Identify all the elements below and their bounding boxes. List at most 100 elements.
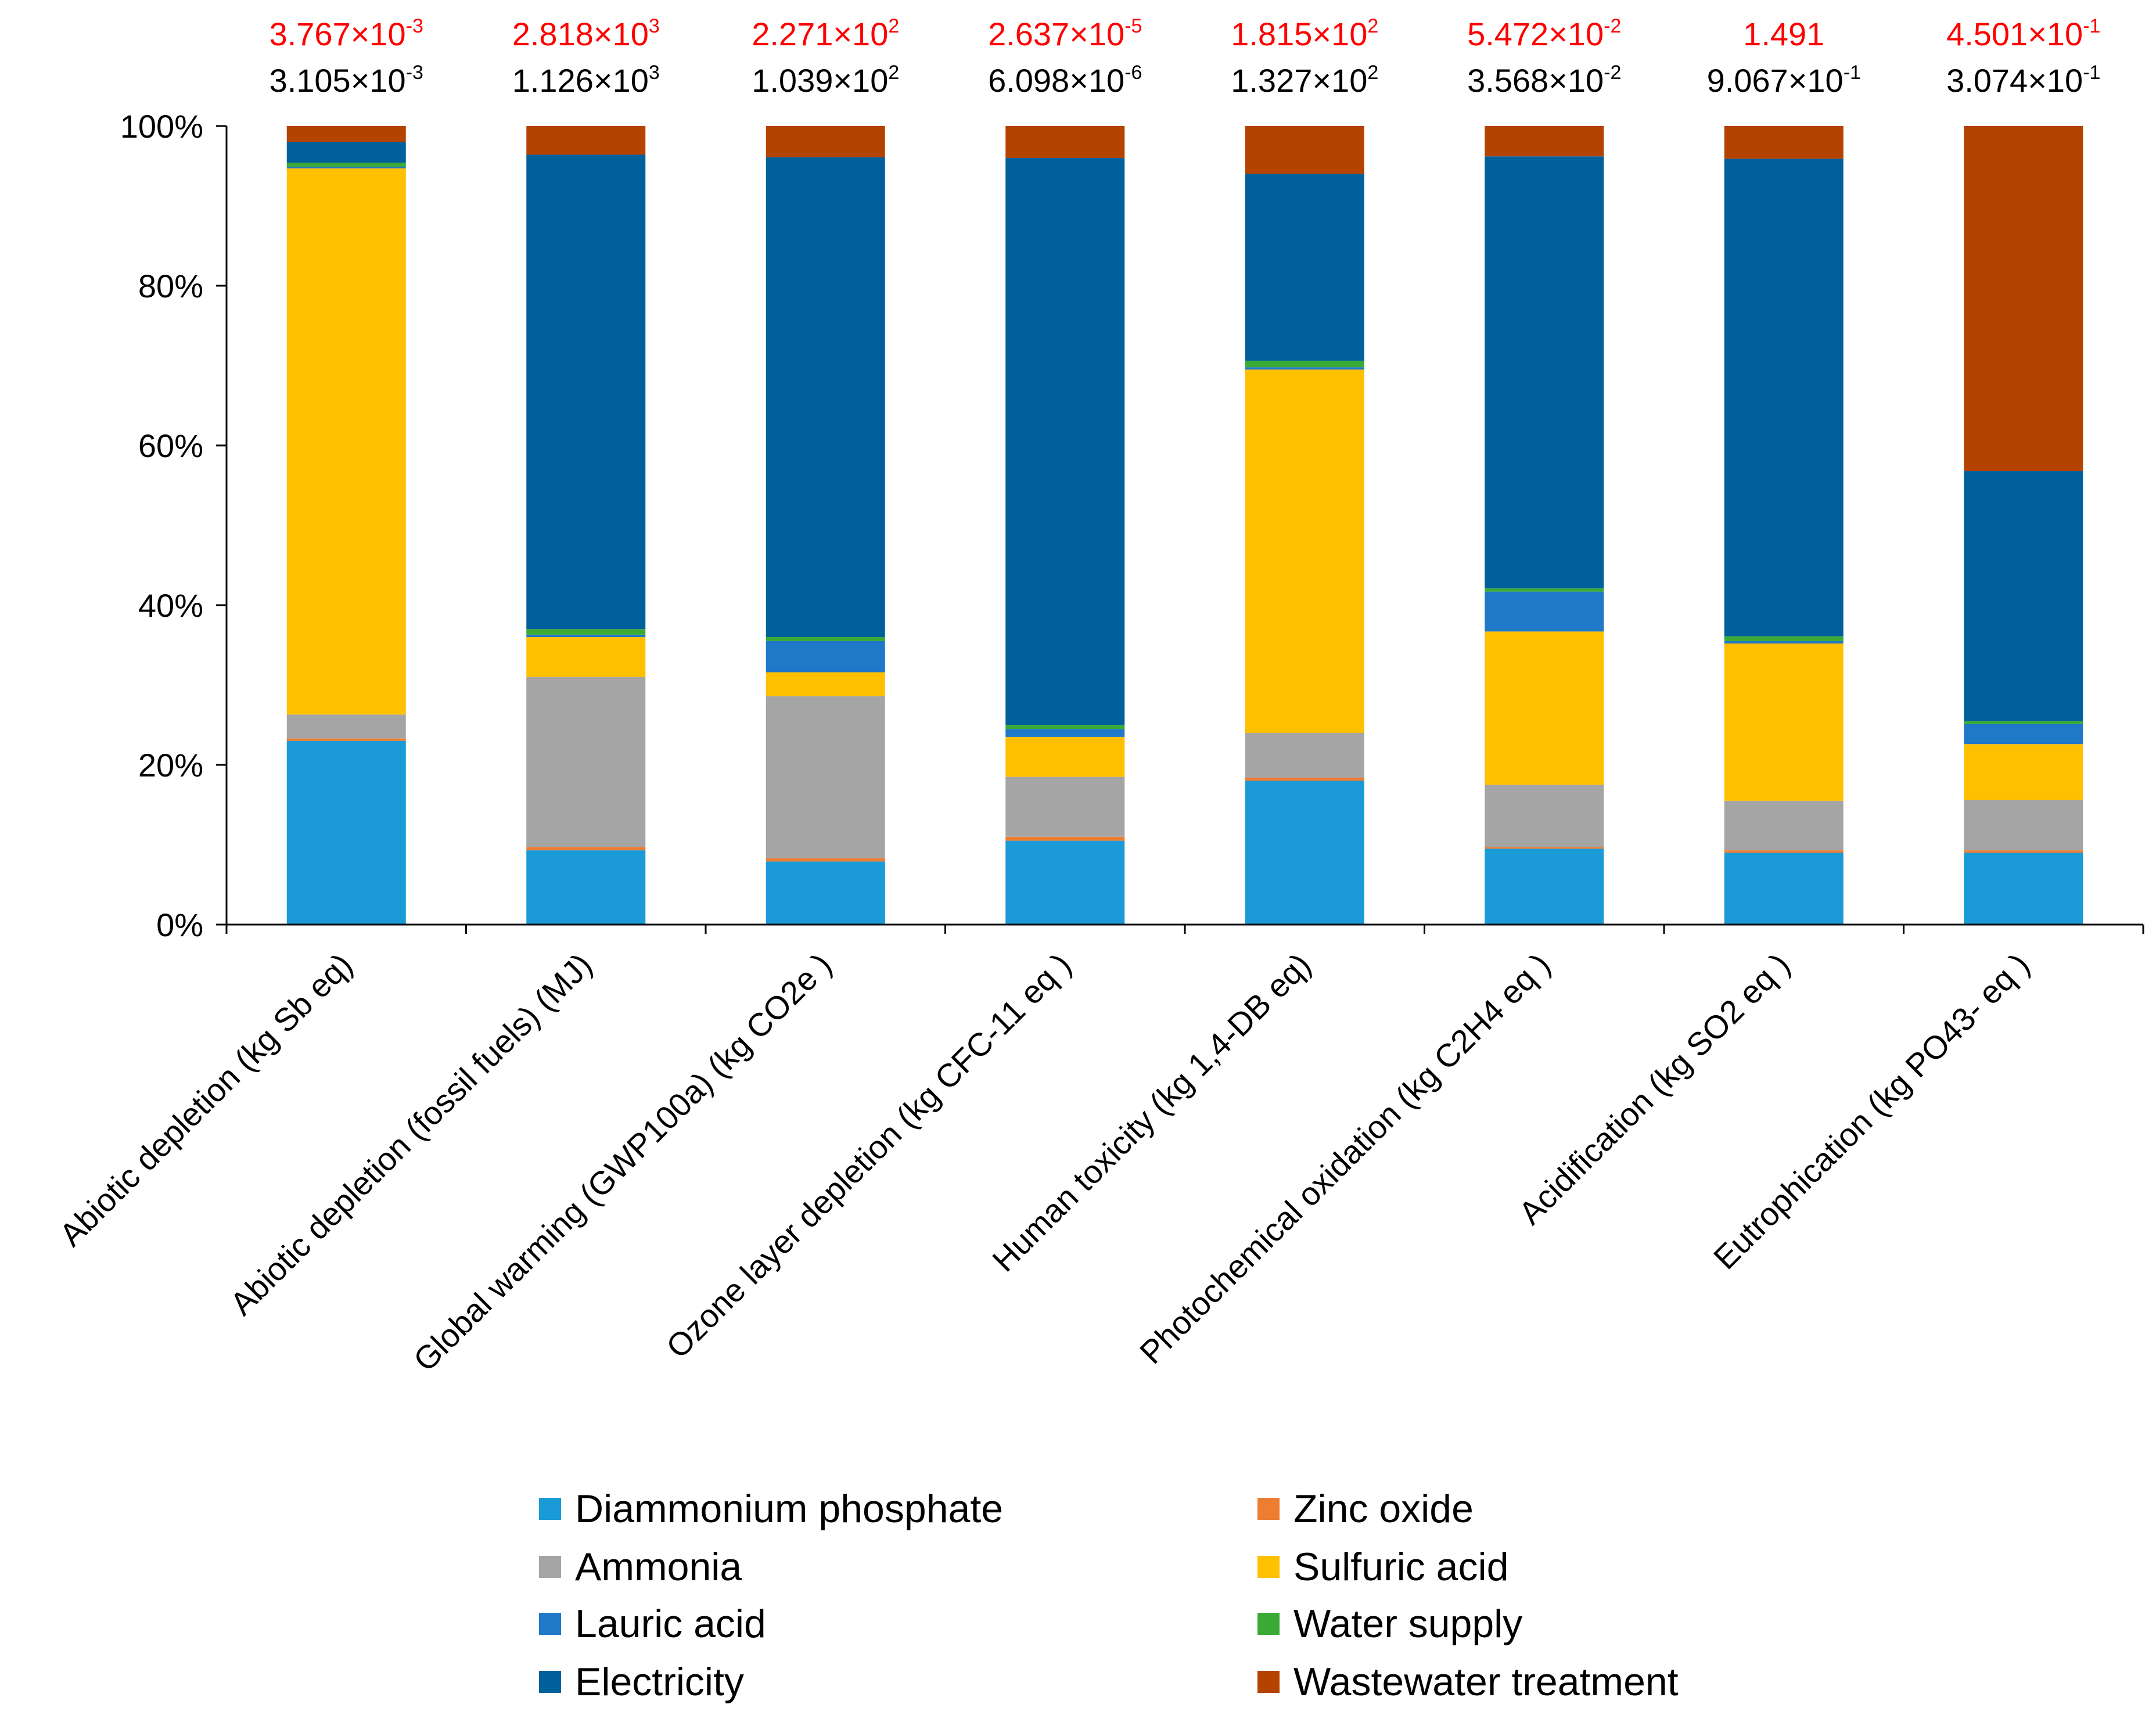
top-value-red: 2.818×103: [512, 15, 660, 52]
bar-segment-2-5: [766, 637, 885, 641]
category-label: Photochemical oxidation (kg C2H4 eq ): [1133, 946, 1557, 1371]
bars-layer: [286, 126, 2083, 925]
bar-segment-7-4: [1964, 724, 2083, 745]
category-label: Acidification (kg SO2 eq ): [1511, 946, 1796, 1231]
top-value-black: 3.074×10-1: [1946, 62, 2100, 99]
bar-segment-3-1: [1005, 836, 1125, 841]
bar-segment-4-0: [1245, 781, 1364, 925]
legend-swatch: [1257, 1556, 1280, 1578]
bar-segment-5-7: [1485, 126, 1604, 157]
top-value-black: 3.568×10-2: [1467, 62, 1621, 99]
top-value-red: 5.472×10-2: [1467, 15, 1621, 52]
bar-segment-1-1: [526, 847, 646, 851]
bar-segment-5-2: [1485, 785, 1604, 847]
bar-segment-0-5: [286, 163, 406, 167]
legend-label: Wastewater treatment: [1293, 1660, 1679, 1704]
bar-segment-4-2: [1245, 733, 1364, 778]
bar-segment-0-7: [286, 126, 406, 142]
bar-segment-0-1: [286, 738, 406, 741]
bar-segment-6-7: [1724, 126, 1844, 159]
top-value-red: 4.501×10-1: [1946, 15, 2100, 52]
bar-segment-0-0: [286, 740, 406, 925]
legend-label: Zinc oxide: [1293, 1487, 1474, 1531]
bar-segment-4-6: [1245, 174, 1364, 361]
top-value-black: 1.039×102: [752, 62, 899, 99]
legend-swatch: [1257, 1498, 1280, 1520]
bar-segment-7-2: [1964, 800, 2083, 851]
y-tick-label: 0%: [156, 907, 203, 943]
bar-segment-6-0: [1724, 853, 1844, 925]
bar-segment-0-3: [286, 168, 406, 715]
y-tick-label: 20%: [138, 747, 203, 783]
bar-segment-6-1: [1724, 850, 1844, 853]
legend-label: Lauric acid: [575, 1602, 766, 1646]
category-label: Global warming (GWP100a) (kg CO2e ): [406, 946, 838, 1378]
bar-segment-6-6: [1724, 159, 1844, 637]
top-value-red: 3.767×10-3: [270, 15, 423, 52]
legend: Diammonium phosphate Zinc oxide Ammonia Sul…: [539, 1487, 1679, 1704]
bar-segment-7-0: [1964, 853, 2083, 925]
legend-label: Sulfuric acid: [1293, 1545, 1508, 1589]
bar-segment-4-7: [1245, 126, 1364, 174]
bar-segment-1-2: [526, 677, 646, 847]
bar-segment-2-2: [766, 696, 885, 858]
legend-swatch: [1257, 1613, 1280, 1635]
bar-segment-1-0: [526, 850, 646, 925]
bar-segment-4-3: [1245, 369, 1364, 733]
bar-segment-5-1: [1485, 847, 1604, 849]
bar-segment-4-1: [1245, 778, 1364, 781]
bar-segment-5-5: [1485, 588, 1604, 592]
legend-swatch: [539, 1498, 561, 1520]
bar-segment-6-5: [1724, 636, 1844, 641]
bar-segment-3-7: [1005, 126, 1125, 158]
bar-segment-1-6: [526, 154, 646, 630]
legend-swatch: [539, 1556, 561, 1578]
bar-segment-6-4: [1724, 641, 1844, 643]
bar-segment-2-0: [766, 861, 885, 925]
bar-segment-2-1: [766, 858, 885, 862]
bar-segment-7-1: [1964, 850, 2083, 853]
top-value-red: 1.815×102: [1231, 15, 1378, 52]
bar-segment-1-5: [526, 629, 646, 635]
bar-segment-4-4: [1245, 367, 1364, 370]
top-value-black: 3.105×10-3: [270, 62, 423, 99]
bar-segment-4-5: [1245, 361, 1364, 368]
top-value-black: 9.067×10-1: [1707, 62, 1861, 99]
bar-segment-5-0: [1485, 848, 1604, 925]
top-value-red: 1.491: [1743, 16, 1824, 52]
bar-segment-5-4: [1485, 591, 1604, 632]
top-value-black: 1.327×102: [1231, 62, 1378, 99]
legend-label: Diammonium phosphate: [575, 1487, 1003, 1531]
bar-segment-3-2: [1005, 776, 1125, 837]
legend-swatch: [539, 1671, 561, 1693]
legend-label: Water supply: [1293, 1602, 1522, 1646]
bar-segment-3-4: [1005, 729, 1125, 737]
top-values-layer: 3.767×10-3 3.105×10-3 2.818×103 1.126×103 2.…: [270, 15, 2101, 99]
y-tick-label: 40%: [138, 587, 203, 624]
bar-segment-2-3: [766, 672, 885, 696]
bar-segment-6-2: [1724, 800, 1844, 851]
bar-segment-1-4: [526, 634, 646, 637]
bar-segment-7-3: [1964, 744, 2083, 800]
bar-segment-5-3: [1485, 631, 1604, 785]
bar-segment-5-6: [1485, 156, 1604, 589]
bar-segment-7-5: [1964, 721, 2083, 724]
legend-label: Ammonia: [575, 1545, 742, 1589]
legend-swatch: [539, 1613, 561, 1635]
bar-segment-3-3: [1005, 736, 1125, 777]
bar-segment-2-7: [766, 126, 885, 157]
bar-segment-2-6: [766, 157, 885, 637]
legend-swatch: [1257, 1671, 1280, 1693]
bar-segment-6-3: [1724, 643, 1844, 801]
bar-segment-7-7: [1964, 126, 2083, 471]
category-label: Ozone layer depletion (kg CFC-11 eq ): [659, 946, 1079, 1365]
bar-segment-2-4: [766, 641, 885, 673]
legend-label: Electricity: [575, 1660, 744, 1704]
bar-segment-3-5: [1005, 725, 1125, 729]
bar-segment-0-6: [286, 142, 406, 163]
category-labels-layer: Abiotic depletion (kg Sb eq)Abiotic depl…: [52, 946, 2036, 1378]
axis-layer: 0% 20% 40% 60% 80% 100%: [120, 108, 2144, 943]
top-value-red: 2.271×102: [752, 15, 899, 52]
bar-segment-7-6: [1964, 471, 2083, 721]
